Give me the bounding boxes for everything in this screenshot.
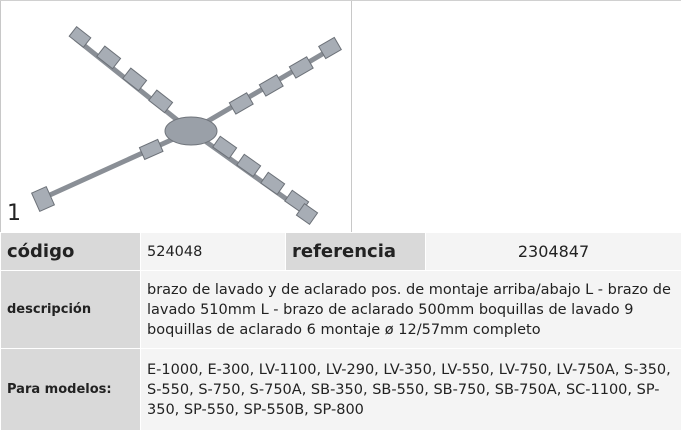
product-table: código 524048 referencia 2304847 descrip… — [0, 232, 681, 431]
models-row: Para modelos: E-1000, E-300, LV-1100, LV… — [1, 349, 681, 431]
description-value: brazo de lavado y de aclarado pos. de mo… — [141, 271, 681, 349]
reference-value: 2304847 — [426, 233, 681, 271]
models-label: Para modelos: — [1, 349, 141, 431]
description-row: descripción brazo de lavado y de aclarad… — [1, 271, 681, 349]
code-label: código — [1, 233, 141, 271]
product-image: 1 — [0, 1, 352, 233]
figure-label: 1 — [7, 201, 21, 226]
code-row: código 524048 referencia 2304847 — [1, 233, 681, 271]
description-label: descripción — [1, 271, 141, 349]
image-area: 1 — [0, 0, 681, 232]
code-value: 524048 — [141, 233, 286, 271]
reference-label: referencia — [286, 233, 426, 271]
wash-arm-drawing — [1, 1, 351, 231]
models-value: E-1000, E-300, LV-1100, LV-290, LV-350, … — [141, 349, 681, 431]
